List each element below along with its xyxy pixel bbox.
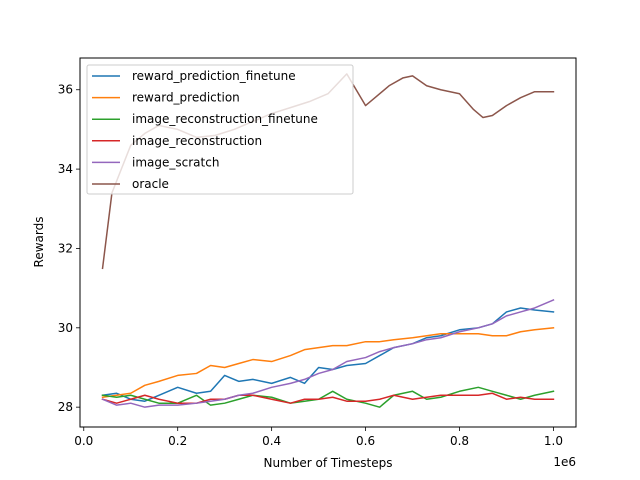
series-line-image_scratch — [101, 299, 555, 408]
ticks-layer: 0.0 0.2 0.4 0.6 0.8 1.0 28 30 32 34 36 — [58, 83, 563, 448]
y-tick-label: 34 — [58, 162, 73, 176]
series-line-reward_prediction — [101, 326, 555, 399]
y-tick-label: 28 — [58, 400, 73, 414]
x-tick-label: 1.0 — [544, 434, 563, 448]
y-tick-label: 32 — [58, 241, 73, 255]
legend: reward_prediction_finetune reward_predict… — [86, 64, 354, 195]
legend-label-reward_prediction_finetune: reward_prediction_finetune — [132, 69, 296, 83]
legend-box — [86, 64, 354, 195]
y-tick-label: 36 — [58, 83, 73, 97]
x-axis-label: Number of Timesteps — [264, 456, 393, 470]
x-offset-label: 1e6 — [553, 455, 576, 469]
legend-label-image_reconstruction_finetune: image_reconstruction_finetune — [132, 112, 318, 126]
x-tick-label: 0.0 — [74, 434, 93, 448]
x-tick-label: 0.2 — [168, 434, 187, 448]
plot-frame — [79, 57, 577, 428]
x-tick-label: 0.4 — [262, 434, 281, 448]
y-axis-label: Rewards — [32, 217, 46, 268]
legend-label-image_reconstruction: image_reconstruction — [132, 134, 262, 148]
y-tick-label: 30 — [58, 321, 73, 335]
series-line-image_reconstruction — [101, 392, 555, 404]
legend-label-reward_prediction: reward_prediction — [132, 91, 240, 105]
axes-layer — [79, 57, 577, 428]
legend-label-image_scratch: image_scratch — [132, 155, 219, 169]
x-tick-label: 0.6 — [356, 434, 375, 448]
x-tick-label: 0.8 — [450, 434, 469, 448]
legend-label-oracle: oracle — [132, 177, 169, 191]
legend-items: reward_prediction_finetune reward_predict… — [92, 69, 318, 191]
